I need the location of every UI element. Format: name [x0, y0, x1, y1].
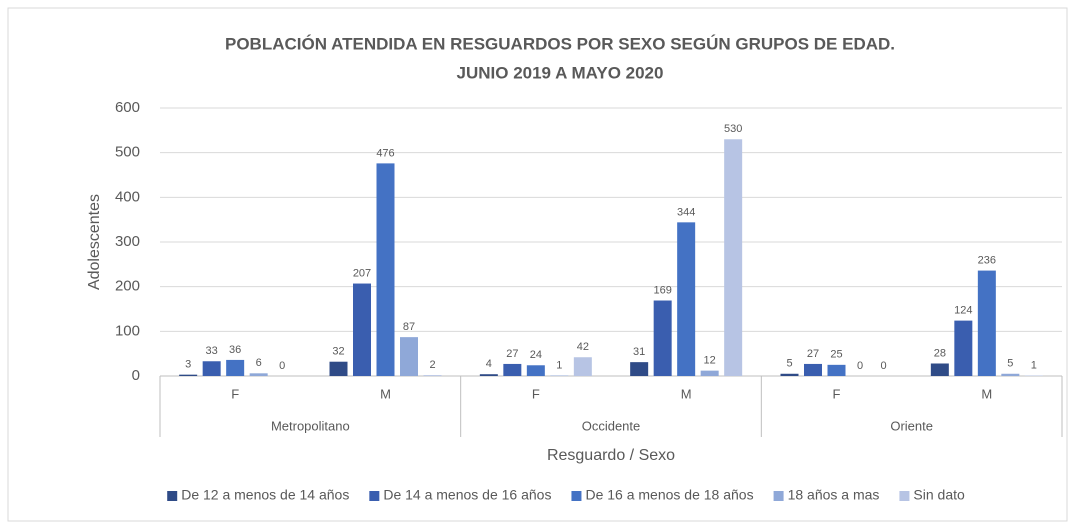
group-label: Metropolitano [271, 418, 350, 433]
x-tick-label: F [231, 386, 239, 401]
chart-title: JUNIO 2019 A MAYO 2020 [457, 63, 664, 82]
bar [930, 363, 949, 376]
x-axis-title: Resguardo / Sexo [547, 447, 675, 464]
data-label: 1 [1031, 359, 1037, 371]
data-label: 24 [530, 349, 542, 361]
bar [954, 320, 973, 376]
data-label: 236 [978, 254, 996, 266]
legend-swatch [167, 491, 178, 501]
data-label: 32 [332, 346, 344, 358]
data-label: 3 [185, 359, 191, 371]
bar [677, 222, 696, 376]
data-label: 0 [880, 360, 886, 372]
y-axis-title: Adolescentes [86, 194, 103, 290]
bar [804, 363, 822, 376]
y-tick-label: 600 [115, 99, 140, 116]
bar [249, 373, 268, 376]
data-label: 124 [954, 305, 972, 317]
data-label: 25 [830, 349, 842, 361]
data-label: 530 [724, 123, 742, 135]
x-tick-label: F [532, 386, 540, 401]
data-label: 0 [279, 360, 285, 372]
data-label: 6 [256, 357, 262, 369]
y-tick-label: 100 [115, 322, 140, 339]
legend-label: De 14 a menos de 16 años [383, 487, 551, 503]
bar [630, 362, 649, 376]
data-label: 5 [786, 358, 792, 370]
x-tick-label: M [981, 386, 992, 401]
data-label: 42 [577, 341, 589, 353]
data-label: 476 [376, 147, 394, 159]
data-label: 12 [704, 355, 716, 367]
data-label: 1 [556, 359, 562, 371]
bar [573, 357, 592, 376]
data-label: 36 [229, 344, 241, 356]
bar [329, 361, 348, 376]
x-tick-label: M [681, 386, 692, 401]
group-label: Oriente [890, 418, 933, 433]
y-tick-label: 400 [115, 188, 140, 205]
bar [827, 364, 846, 376]
data-label: 4 [486, 358, 492, 370]
group-label: Occidente [582, 418, 641, 433]
bar [400, 337, 418, 376]
legend-swatch [773, 491, 784, 501]
legend-swatch [899, 491, 910, 501]
bar [353, 283, 371, 376]
data-label: 27 [807, 348, 819, 360]
data-label: 27 [506, 348, 518, 360]
x-tick-label: F [833, 386, 841, 401]
chart-title: POBLACIÓN ATENDIDA EN RESGUARDOS POR SEX… [225, 34, 895, 53]
bar [503, 363, 522, 376]
bar [653, 300, 672, 376]
data-label: 31 [633, 346, 645, 358]
y-tick-label: 200 [115, 278, 140, 295]
legend-swatch [571, 491, 582, 501]
legend-label: De 12 a menos de 14 años [181, 487, 349, 503]
bar [724, 139, 743, 376]
data-label: 2 [429, 359, 435, 371]
legend-label: De 16 a menos de 18 años [585, 487, 753, 503]
y-tick-label: 0 [132, 367, 140, 384]
bar [179, 374, 198, 376]
bar [1001, 373, 1020, 376]
bar [977, 270, 996, 376]
bar [780, 373, 799, 376]
y-tick-label: 300 [115, 233, 140, 250]
bar [376, 163, 395, 376]
legend-swatch [369, 491, 380, 501]
data-label: 33 [206, 345, 218, 357]
data-label: 169 [653, 284, 671, 296]
legend-label: Sin dato [913, 487, 965, 503]
x-tick-label: M [380, 386, 391, 401]
bar [526, 365, 545, 376]
bar [479, 374, 498, 376]
y-tick-label: 500 [115, 144, 140, 161]
bar [226, 359, 245, 376]
data-label: 5 [1007, 358, 1013, 370]
data-label: 28 [934, 347, 946, 359]
data-label: 344 [677, 206, 695, 218]
data-label: 0 [857, 360, 863, 372]
bar [202, 361, 221, 376]
chart-frame [7, 7, 1068, 522]
legend-label: 18 años a mas [788, 487, 880, 503]
data-label: 87 [403, 321, 415, 333]
bar [423, 375, 442, 376]
bar [700, 370, 719, 376]
data-label: 207 [353, 267, 371, 279]
